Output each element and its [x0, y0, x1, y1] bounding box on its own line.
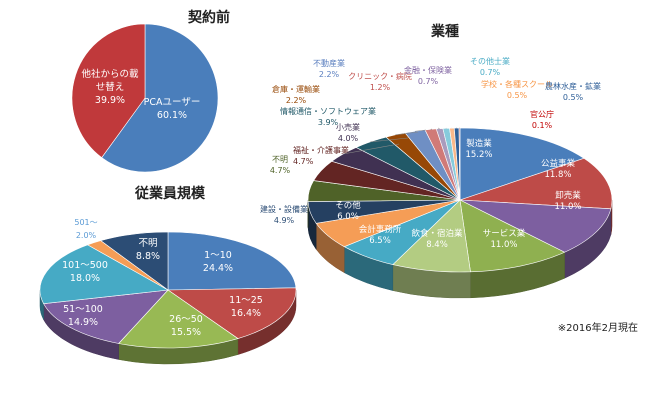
- data-label-18: 農林水産・鉱業 0.5%: [545, 81, 601, 102]
- data-label-19: 官公庁 0.1%: [530, 109, 554, 130]
- pie-labels: 製造業 15.2% 公益事業 11.8% 卸売業 11.0% サービス業 11.0% 飲食・宿泊…: [260, 56, 601, 250]
- data-label-0: 1～10 24.4%: [203, 250, 233, 274]
- pie-slice-slice-1: [167, 287, 297, 339]
- data-label-7: 建設・設備業 4.9%: [260, 204, 308, 225]
- pie-slice-slice-1: [459, 157, 613, 210]
- date-note: ※2016年2月現在: [558, 321, 638, 334]
- data-label-5: 501～ 2.0%: [74, 218, 97, 240]
- data-label-2: 26～50 15.5%: [169, 314, 203, 338]
- data-label-0: PCAユーザー 60.1%: [144, 97, 201, 121]
- data-label-16: その他士業 0.7%: [470, 56, 510, 77]
- chart-title-contract: 契約前: [187, 9, 230, 26]
- data-label-3: 51～100 14.9%: [63, 304, 103, 328]
- data-label-12: 倉庫・運輸業 2.2%: [272, 84, 320, 105]
- leader-line-13: [414, 129, 427, 132]
- pie-chart-employees: 1～10 24.4% 11～25 16.4% 26～50 15.5% 51～100 14.9%…: [39, 218, 297, 365]
- pie-chart-industry: 製造業 15.2% 公益事業 11.8% 卸売業 11.0% サービス業 11.0% 飲食・宿泊…: [260, 56, 613, 299]
- pie-labels: PCAユーザー 60.1%他社からの載せ替え 39.9%: [81, 68, 200, 121]
- data-label-17: 学校・各種スクール 0.5%: [481, 79, 553, 100]
- data-label-1: 他社からの載せ替え 39.9%: [81, 68, 139, 106]
- pie-top-slices: [71, 23, 219, 173]
- data-label-0: 製造業 15.2%: [465, 138, 492, 160]
- data-label-6: その他 6.0%: [335, 200, 361, 222]
- pie-slice-slice-1: [71, 23, 146, 159]
- data-label-11: 情報通信・ソフトウェア業 3.9%: [280, 106, 376, 127]
- data-label-3: サービス業 11.0%: [483, 228, 526, 250]
- pie-slice-slice-4: [39, 244, 169, 305]
- pie-slice-slice-6: [100, 231, 169, 291]
- data-label-4: 101～500 18.0%: [62, 260, 108, 284]
- data-label-5: 会計事務所 6.5%: [359, 224, 402, 246]
- data-label-6: 不明 8.8%: [136, 238, 160, 262]
- data-label-1: 11～25 16.4%: [229, 295, 263, 319]
- data-label-1: 公益事業 11.8%: [541, 158, 576, 180]
- leader-line-12: [395, 131, 419, 136]
- pie-side-walls: [307, 199, 613, 299]
- data-label-8: 不明 4.7%: [270, 155, 291, 175]
- pie-chart-contract: PCAユーザー 60.1%他社からの載せ替え 39.9%: [71, 23, 219, 173]
- pie-slice-slice-2: [459, 199, 612, 253]
- data-label-14: クリニック・病院 1.2%: [348, 71, 412, 92]
- leader-line-10: [342, 143, 400, 155]
- pie-top-slices: [307, 127, 613, 273]
- data-label-15: 金融・保険業 0.7%: [404, 65, 452, 86]
- chart-title-employees: 従業員規模: [134, 185, 206, 202]
- pie-slice-slice-0: [459, 127, 585, 201]
- chart-title-industry: 業種: [430, 23, 459, 40]
- pie-labels: 1～10 24.4% 11～25 16.4% 26～50 15.5% 51～100 14.9%…: [62, 218, 263, 338]
- pie-top-slices: [39, 231, 297, 349]
- data-label-9: 福祉・介護事業 4.7%: [293, 145, 349, 166]
- data-label-13: 不動産業 2.2%: [313, 58, 345, 79]
- data-label-4: 飲食・宿泊業 8.4%: [411, 228, 463, 250]
- pie-slice-slice-3: [459, 199, 566, 273]
- leader-line-15: [437, 127, 440, 129]
- data-label-10: 小売業 4.0%: [336, 122, 360, 143]
- pie-slice-slice-3: [43, 289, 169, 344]
- pie-slice-slice-2: [118, 289, 239, 349]
- pie-slice-slice-0: [101, 23, 219, 173]
- leader-line-11: [370, 137, 409, 143]
- pie-slice-slice-0: [167, 231, 297, 291]
- data-label-2: 卸売業 11.0%: [554, 190, 581, 212]
